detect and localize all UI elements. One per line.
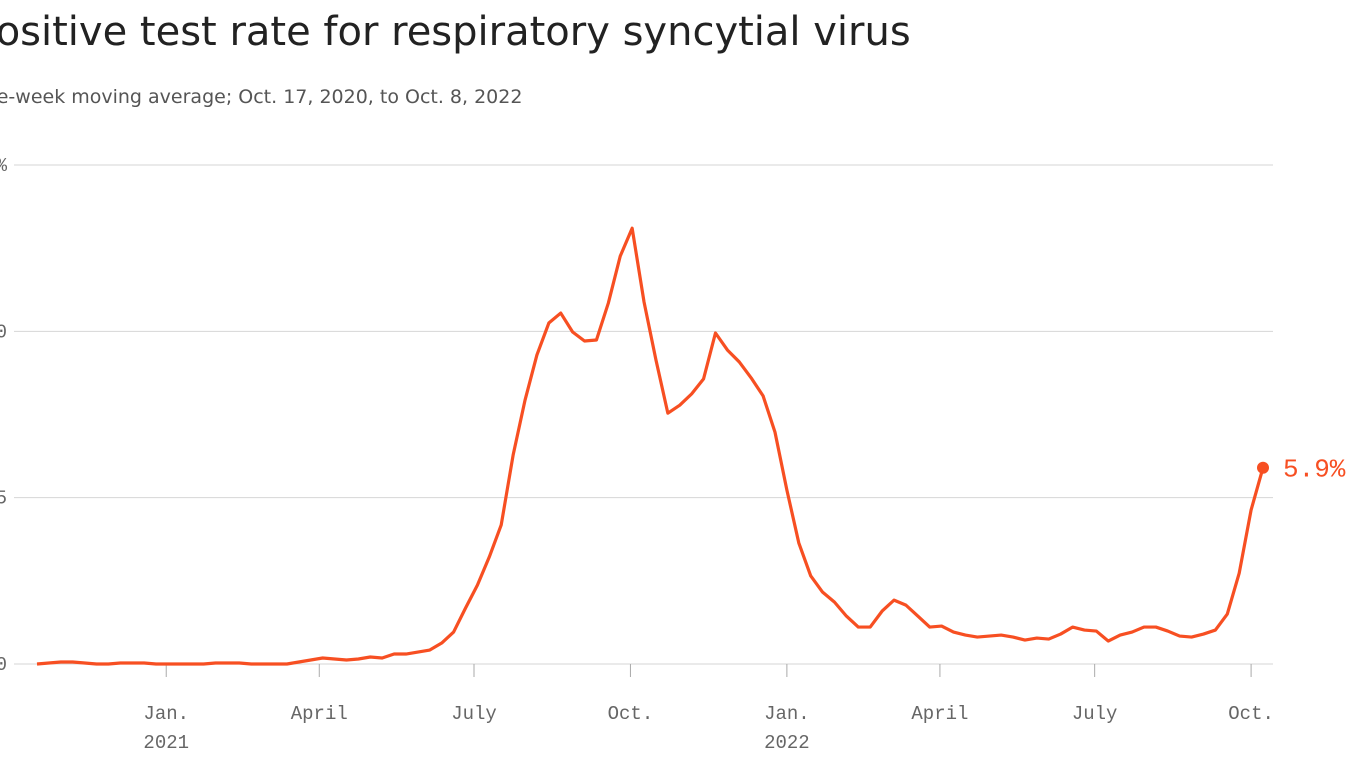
x-tick-label: July — [1072, 703, 1118, 725]
line — [36, 226, 1265, 666]
x-tick-year: 2021 — [143, 732, 189, 754]
end-dot — [1257, 461, 1269, 474]
y-tick-label: 10 — [0, 321, 7, 343]
x-tick-label: July — [451, 703, 497, 725]
x-tick-label: April — [291, 703, 348, 725]
x-tick-year: 2022 — [764, 732, 810, 754]
x-tick-label: April — [911, 703, 968, 725]
y-tick-label: 5 — [0, 488, 7, 510]
y-tick-label: 0 — [0, 654, 7, 676]
chart-title: Positive test rate for respiratory syncy… — [0, 9, 911, 55]
y-tick-label: 15% — [0, 155, 8, 177]
x-tick-label: Oct. — [1228, 703, 1274, 725]
chart-subtitle: Three-week moving average; Oct. 17, 2020… — [0, 86, 522, 108]
x-tick-label: Oct. — [608, 703, 654, 725]
x-tick-label: Jan. — [143, 703, 189, 725]
x-tick-label: Jan. — [764, 703, 810, 725]
end-label: 5.9% — [1283, 455, 1346, 485]
